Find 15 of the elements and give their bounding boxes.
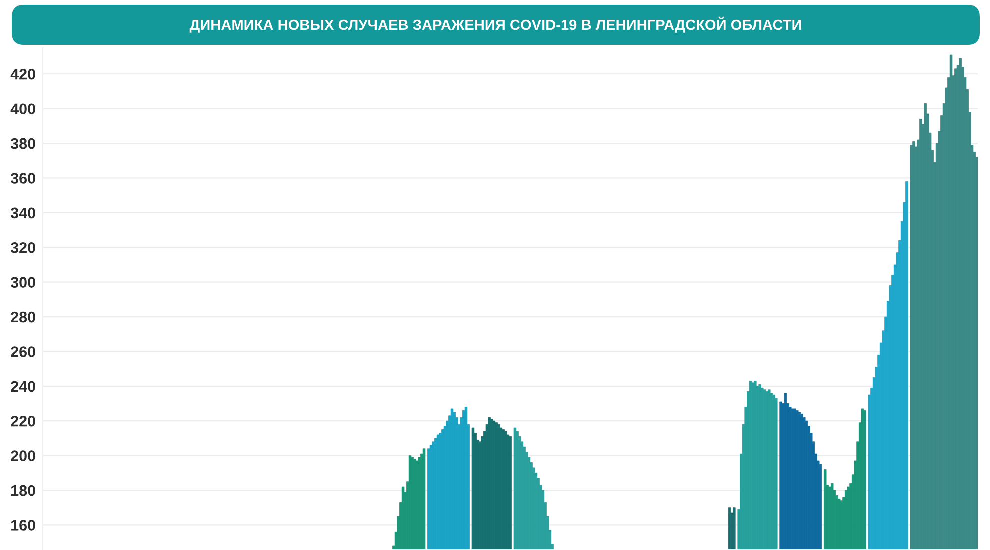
y-tick-label: 420 [10, 68, 36, 80]
y-tick-label: 160 [12, 520, 36, 531]
y-tick-label: 220 [11, 416, 36, 427]
y-tick-label: 400 [10, 104, 36, 115]
y-tick-label: 340 [10, 208, 36, 219]
y-tick-label: 200 [11, 450, 36, 462]
chart-title: ДИНАМИКА НОВЫХ СЛУЧАЕВ ЗАРАЖЕНИЯ COVID-19 В ЛЕНИНГРАДСКОЙ ОБЛАСТИ [190, 16, 802, 33]
y-tick-label: 320 [10, 242, 36, 254]
y-tick-label: 380 [10, 138, 36, 150]
y-tick-label: 280 [11, 312, 36, 323]
y-tick-label: 260 [11, 346, 36, 358]
y-tick-label: 360 [10, 173, 36, 184]
y-tick-label: 300 [10, 277, 36, 288]
y-tick-label: 240 [11, 381, 36, 392]
y-tick-label: 180 [12, 485, 36, 496]
